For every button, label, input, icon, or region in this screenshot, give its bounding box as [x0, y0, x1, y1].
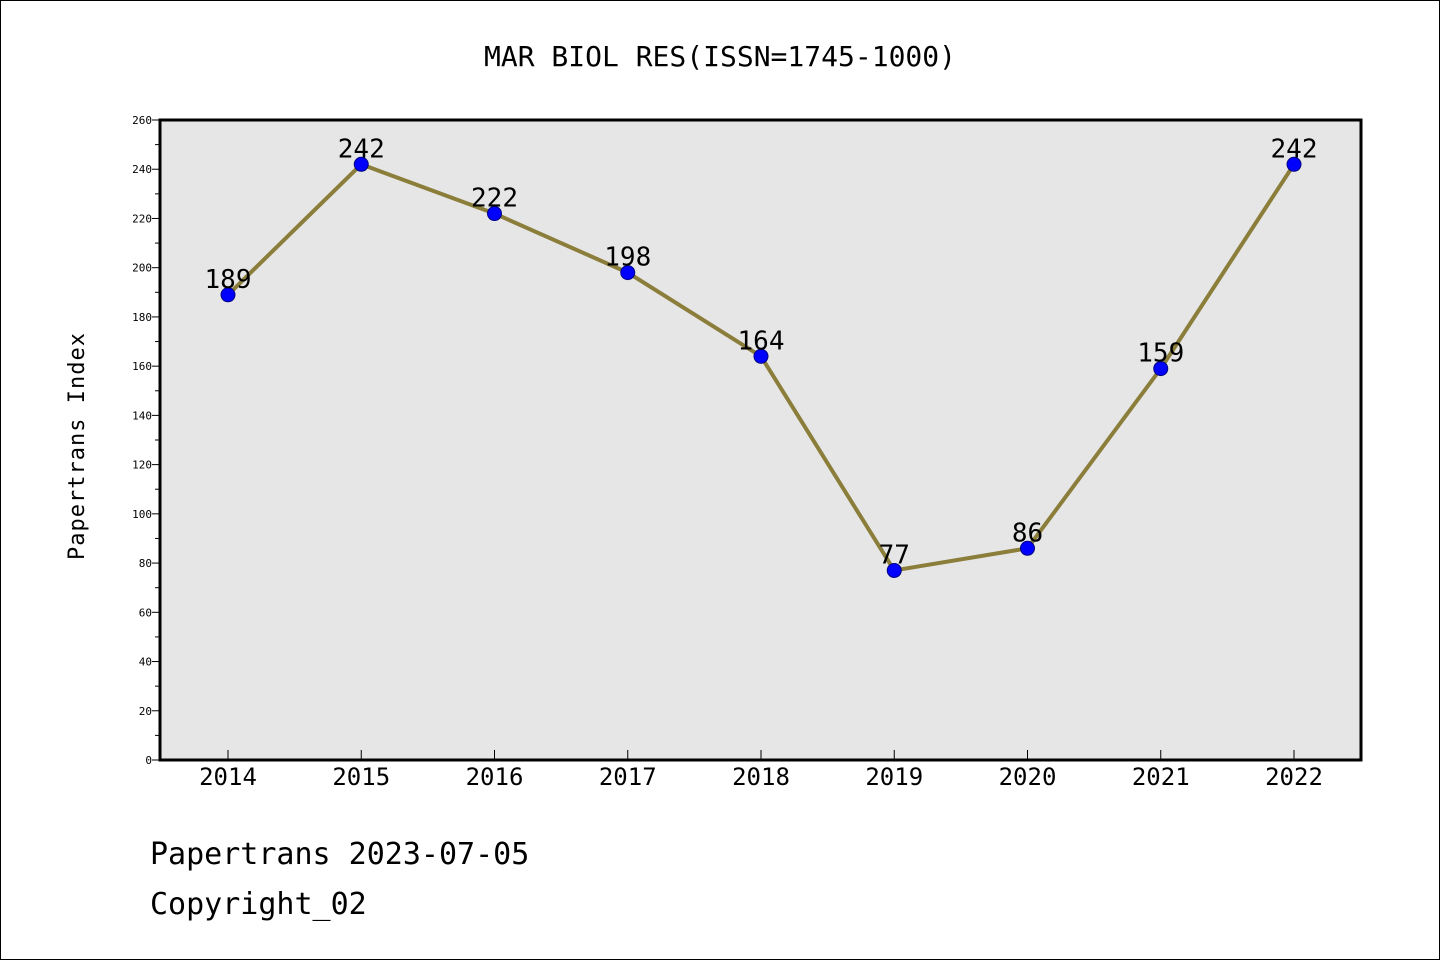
- y-tick-label: 20: [139, 705, 152, 718]
- x-tick-label: 2016: [466, 763, 524, 791]
- y-tick-label: 60: [139, 606, 152, 619]
- data-point: [220, 287, 236, 303]
- x-tick-label: 2021: [1132, 763, 1190, 791]
- y-tick-label: 220: [132, 212, 152, 225]
- data-label: 198: [604, 243, 651, 273]
- data-point: [886, 562, 902, 578]
- y-tick-label: 260: [132, 114, 152, 127]
- data-point: [487, 206, 502, 222]
- x-tick-label: 2017: [599, 763, 657, 791]
- chart-title: MAR BIOL RES(ISSN=1745-1000): [484, 40, 956, 73]
- x-tick-label: 2020: [999, 763, 1057, 791]
- data-point: [620, 265, 636, 281]
- x-tick-label: 2018: [732, 763, 790, 791]
- data-label: 242: [1271, 134, 1318, 164]
- data-point: [1020, 540, 1035, 556]
- y-tick-label: 160: [132, 360, 152, 373]
- y-tick-label: 80: [139, 557, 152, 570]
- x-tick-label: 2014: [199, 763, 257, 791]
- data-label: 222: [471, 184, 518, 214]
- plot-area: [158, 118, 1363, 762]
- data-points: [220, 156, 1302, 578]
- x-tick-label: 2019: [865, 763, 923, 791]
- x-axis: 2014 2015 2016 2017 2018 2019 2020 2021 2022: [199, 750, 1323, 791]
- y-axis-label: Papertrans Index: [65, 332, 90, 560]
- data-point: [753, 348, 769, 364]
- data-point: [1286, 156, 1302, 172]
- y-tick-label: 120: [132, 459, 152, 472]
- footer-copyright: Copyright_02: [150, 887, 367, 922]
- footer-date: Papertrans 2023-07-05: [150, 837, 529, 872]
- x-tick-label: 2015: [332, 763, 390, 791]
- y-tick-label: 0: [145, 754, 152, 767]
- data-label: 164: [738, 326, 785, 356]
- y-tick-label: 40: [139, 656, 152, 669]
- y-tick-label: 100: [132, 508, 152, 521]
- data-label: 242: [338, 134, 385, 164]
- data-labels: 189 242 222 198 164 77 86 159 242: [205, 134, 1318, 570]
- x-tick-label: 2022: [1265, 763, 1323, 791]
- y-tick-label: 140: [132, 409, 152, 422]
- data-point: [353, 156, 369, 172]
- y-tick-label: 180: [132, 311, 152, 324]
- data-label: 86: [1012, 518, 1043, 548]
- data-label: 77: [879, 540, 910, 570]
- y-tick-label: 240: [132, 163, 152, 176]
- y-tick-label: 200: [132, 262, 152, 275]
- data-point: [1153, 361, 1169, 377]
- data-label: 159: [1137, 339, 1184, 369]
- y-axis: 0 20 40 60 80 100 120 140 160 180 200 220 240 260: [132, 114, 160, 767]
- data-label: 189: [205, 265, 252, 295]
